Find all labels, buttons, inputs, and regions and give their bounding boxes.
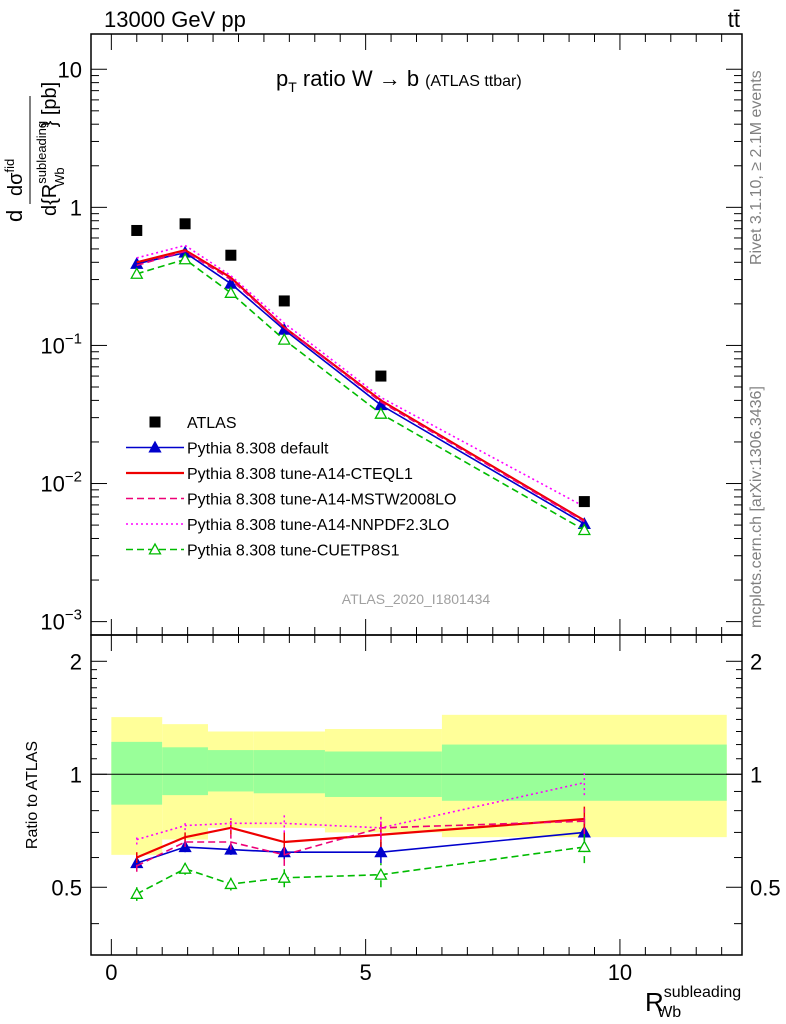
upper-axis-ticks — [91, 34, 742, 635]
ratio-axis-ticks — [91, 635, 742, 955]
upper-y-tick-label: 10 — [58, 57, 82, 82]
upper-y-tick-label: 1 — [70, 195, 82, 220]
inner-band — [441, 744, 727, 801]
upper-ylabel-num: dσ — [5, 172, 27, 196]
upper-series — [130, 218, 591, 536]
ratio-marker-4 — [277, 870, 291, 883]
upper-y-tick-label: 10−3 — [40, 607, 82, 635]
ratio-marker-4 — [577, 840, 591, 853]
ratio-marker-4 — [178, 861, 192, 874]
upper-ylabel-d: d — [2, 210, 27, 222]
legend-label-3: Pythia 8.308 tune-A14-NNPDF2.3LO — [187, 517, 449, 534]
ratio-panel: 0.5 0.5 1 1 2 2 0 5 10 — [51, 634, 781, 985]
analysis-label: ATLAS_2020_I1801434 — [342, 591, 491, 607]
upper-ylabel-den: d{R — [39, 184, 61, 216]
energy-label: 13000 GeV pp — [104, 7, 246, 32]
xlabel-sup: subleading — [664, 984, 741, 1001]
data-point — [578, 496, 590, 508]
xlabel-main: R — [645, 987, 664, 1017]
mcplots-label: mcplots.cern.ch [arXiv:1306.3436] — [748, 386, 765, 628]
data-point — [278, 295, 290, 307]
x-tick-label: 0 — [105, 960, 117, 985]
data-point — [225, 249, 237, 261]
ratio-y-tick-label-right: 0.5 — [750, 875, 781, 900]
ratio-ylabel: Ratio to ATLAS — [24, 741, 41, 849]
ratio-y-tick-label-left: 1 — [70, 762, 82, 787]
upper-ylabel-den-end: } [pb] — [39, 82, 61, 128]
ratio-y-tick-label-right: 1 — [750, 762, 762, 787]
data-point — [179, 218, 191, 230]
series-marker-4 — [224, 286, 238, 298]
data-point — [375, 370, 387, 382]
ratio-line-1 — [136, 817, 585, 859]
legend-label-4: Pythia 8.308 tune-CUETP8S1 — [187, 543, 400, 560]
ratio-marker-0 — [374, 845, 388, 858]
series-line-0 — [136, 251, 585, 525]
plot-title-small: (ATLAS ttbar) — [425, 73, 522, 90]
ratio-line-0 — [136, 831, 585, 864]
x-tick-label: 10 — [608, 960, 632, 985]
upper-ylabel: d dσfid d{Rsubleading Wb } [pb] — [2, 82, 67, 222]
ratio-marker-4 — [130, 887, 144, 899]
inner-band — [253, 750, 325, 794]
ratio-y-tick-labels: 0.5 0.5 1 1 2 2 — [51, 649, 780, 900]
legend-marker-0 — [148, 440, 162, 453]
ratio-line-3 — [136, 781, 585, 841]
plot-title-rest: ratio W → b — [297, 66, 419, 91]
ratio-line-4 — [136, 846, 585, 895]
legend-label-1: Pythia 8.308 tune-A14-CTEQL1 — [187, 466, 413, 483]
series-line-1 — [136, 248, 585, 522]
ratio-series — [130, 771, 591, 901]
ratio-marker-4 — [224, 877, 238, 890]
ratio-y-tick-label-left: 0.5 — [51, 875, 82, 900]
series-marker-4 — [130, 266, 144, 279]
legend-marker-data — [149, 416, 161, 428]
upper-panel: 10 1 10−1 10−2 10−3 — [40, 33, 743, 636]
inner-band — [111, 741, 163, 805]
legend-label-0: Pythia 8.308 default — [187, 441, 329, 458]
ratio-frame — [90, 634, 743, 956]
ratio-y-tick-label-left: 2 — [70, 649, 82, 674]
series-marker-4 — [577, 523, 591, 536]
legend: ATLAS Pythia 8.308 default Pythia 8.308 tu… — [126, 415, 456, 560]
xlabel-sub: Wb — [657, 1004, 681, 1021]
plot-title-sub: T — [288, 79, 297, 95]
x-tick-labels: 0 5 10 — [105, 960, 632, 985]
ratio-y-tick-label-right: 2 — [750, 649, 762, 674]
inner-band — [162, 747, 208, 796]
upper-y-tick-labels: 10 1 10−1 10−2 10−3 — [40, 57, 82, 634]
upper-ylabel-den-sub: Wb — [52, 167, 67, 187]
upper-y-tick-label: 10−1 — [40, 330, 82, 358]
x-axis-label: Rsubleading Wb — [645, 984, 741, 1021]
svg-text:dσfid: dσfid — [2, 159, 27, 196]
ratio-line-2 — [136, 820, 585, 867]
series-line-3 — [136, 244, 585, 508]
process-label: tt̄ — [728, 7, 740, 32]
x-tick-label: 5 — [360, 960, 372, 985]
upper-ylabel-num-sup: fid — [2, 159, 17, 173]
upper-ylabel-den-sup: subleading — [34, 121, 49, 184]
series-marker-4 — [277, 332, 291, 345]
upper-y-tick-label: 10−2 — [40, 469, 82, 497]
plot-title-p: p — [276, 66, 288, 91]
rivet-label: Rivet 3.1.10, ≥ 2.1M events — [748, 70, 765, 265]
data-point — [131, 224, 143, 236]
legend-label-data: ATLAS — [187, 415, 237, 432]
series-marker-4 — [178, 252, 192, 265]
ratio-marker-4 — [374, 867, 388, 880]
series-line-4 — [136, 258, 585, 531]
inner-band — [207, 750, 254, 792]
legend-label-2: Pythia 8.308 tune-A14-MSTW2008LO — [187, 492, 456, 509]
plot-title: pT ratio W → b (ATLAS ttbar) — [276, 66, 522, 95]
series-marker-4 — [374, 406, 388, 419]
legend-marker-4 — [148, 542, 162, 555]
svg-text:d: d — [2, 210, 27, 222]
